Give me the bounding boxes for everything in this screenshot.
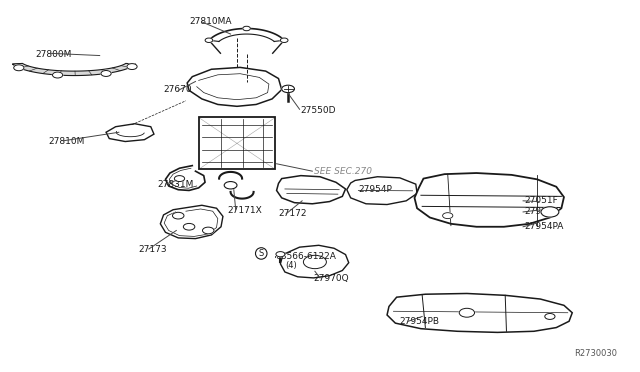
Polygon shape bbox=[347, 177, 417, 205]
Circle shape bbox=[224, 182, 237, 189]
Circle shape bbox=[541, 207, 559, 217]
Polygon shape bbox=[106, 124, 154, 141]
Circle shape bbox=[276, 251, 285, 257]
Polygon shape bbox=[415, 173, 564, 227]
Text: SEE SEC.270: SEE SEC.270 bbox=[314, 167, 372, 176]
Text: (4): (4) bbox=[285, 261, 296, 270]
Polygon shape bbox=[187, 67, 282, 106]
Circle shape bbox=[173, 212, 184, 219]
Circle shape bbox=[183, 224, 195, 230]
Text: 27172: 27172 bbox=[278, 209, 307, 218]
Text: 27171X: 27171X bbox=[227, 206, 262, 215]
Circle shape bbox=[460, 308, 474, 317]
Text: 27954PB: 27954PB bbox=[400, 317, 440, 326]
Text: 27954P: 27954P bbox=[358, 185, 392, 194]
Circle shape bbox=[127, 64, 137, 70]
Text: 27810MA: 27810MA bbox=[189, 17, 232, 26]
Circle shape bbox=[303, 255, 326, 269]
Text: 27831M: 27831M bbox=[157, 180, 193, 189]
Circle shape bbox=[202, 227, 214, 234]
Polygon shape bbox=[12, 64, 136, 76]
Circle shape bbox=[205, 38, 212, 42]
Text: 27810M: 27810M bbox=[49, 137, 85, 146]
Circle shape bbox=[174, 176, 184, 182]
Text: 27173: 27173 bbox=[138, 244, 166, 253]
Circle shape bbox=[545, 314, 555, 320]
Polygon shape bbox=[276, 176, 346, 204]
Text: 08566-6122A: 08566-6122A bbox=[275, 252, 336, 261]
Bar bbox=[198, 118, 275, 169]
Polygon shape bbox=[280, 245, 349, 278]
Circle shape bbox=[52, 72, 63, 78]
Text: 27800M: 27800M bbox=[36, 50, 72, 59]
Circle shape bbox=[13, 65, 24, 71]
Circle shape bbox=[282, 85, 294, 93]
Text: 27970Q: 27970Q bbox=[314, 274, 349, 283]
Text: 27670: 27670 bbox=[164, 85, 192, 94]
Circle shape bbox=[101, 71, 111, 76]
Circle shape bbox=[443, 213, 453, 219]
Polygon shape bbox=[161, 205, 223, 238]
Circle shape bbox=[280, 38, 288, 42]
Polygon shape bbox=[387, 294, 572, 333]
Text: R2730030: R2730030 bbox=[574, 349, 617, 358]
Text: 27550D: 27550D bbox=[301, 106, 337, 115]
Circle shape bbox=[243, 26, 250, 31]
Text: 27051F: 27051F bbox=[524, 196, 558, 205]
Text: S: S bbox=[259, 249, 264, 258]
Text: 27927P: 27927P bbox=[524, 208, 558, 217]
Text: 27954PA: 27954PA bbox=[524, 222, 564, 231]
